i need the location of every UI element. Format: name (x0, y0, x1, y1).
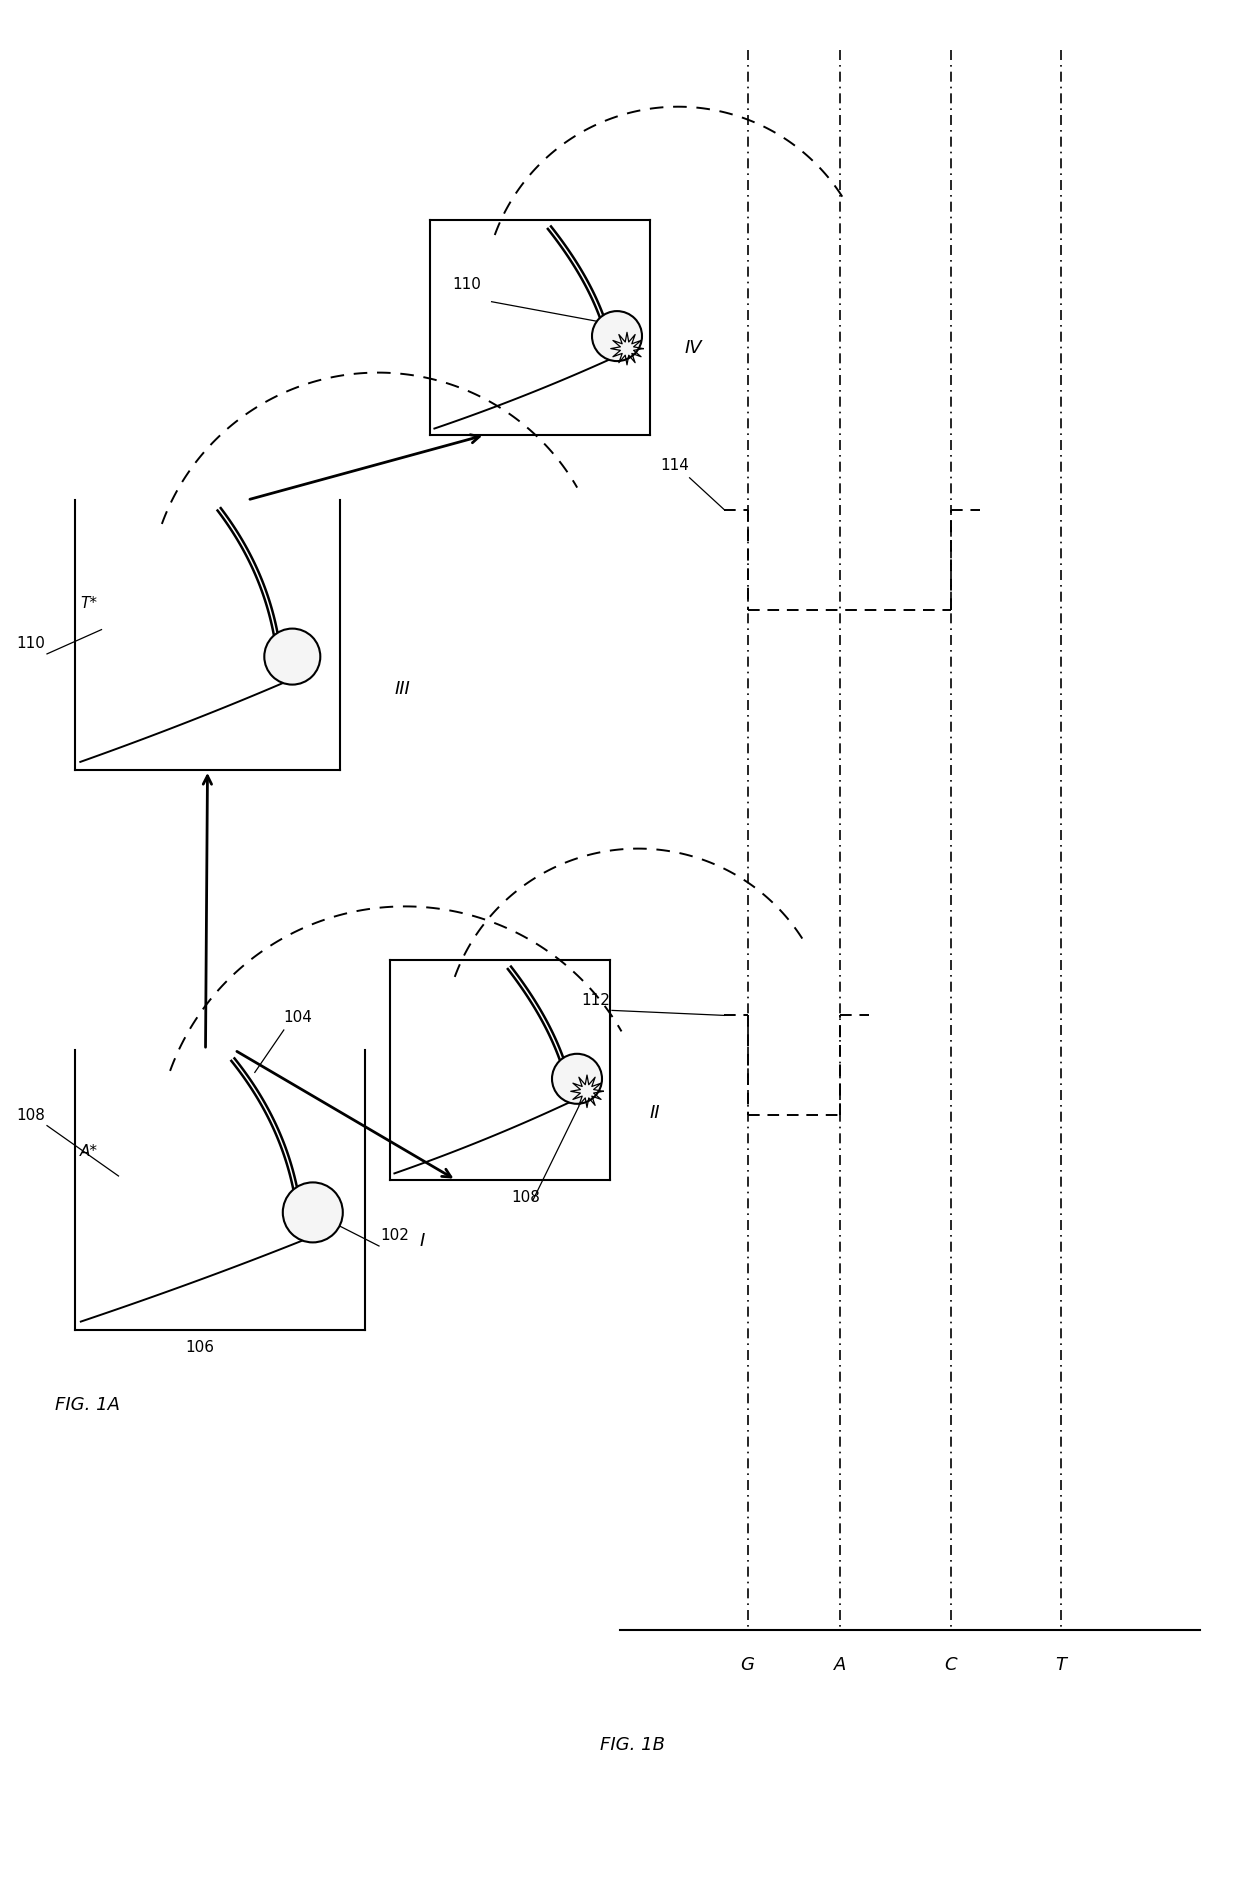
Text: 106: 106 (185, 1340, 215, 1355)
Text: 114: 114 (661, 457, 689, 472)
Text: A*: A* (81, 1144, 98, 1159)
Text: FIG. 1B: FIG. 1B (600, 1735, 665, 1754)
Text: A: A (835, 1656, 847, 1673)
Text: 108: 108 (16, 1108, 45, 1124)
Text: 108: 108 (511, 1189, 539, 1204)
Polygon shape (611, 333, 644, 365)
Text: II: II (650, 1105, 661, 1122)
Text: IV: IV (684, 339, 703, 358)
Text: 102: 102 (379, 1229, 409, 1244)
Text: C: C (945, 1656, 957, 1673)
Text: 110: 110 (453, 277, 481, 292)
Polygon shape (570, 1075, 603, 1107)
Circle shape (591, 311, 642, 361)
Text: 110: 110 (16, 636, 45, 651)
Text: 104: 104 (284, 1011, 312, 1026)
Text: 112: 112 (582, 994, 610, 1009)
Circle shape (283, 1182, 342, 1242)
Text: III: III (396, 681, 410, 698)
Text: I: I (420, 1233, 425, 1250)
Text: FIG. 1A: FIG. 1A (55, 1396, 120, 1413)
Circle shape (264, 629, 320, 685)
Text: T: T (1055, 1656, 1066, 1673)
Text: G: G (740, 1656, 755, 1673)
Circle shape (552, 1054, 601, 1105)
Text: T*: T* (81, 597, 97, 612)
